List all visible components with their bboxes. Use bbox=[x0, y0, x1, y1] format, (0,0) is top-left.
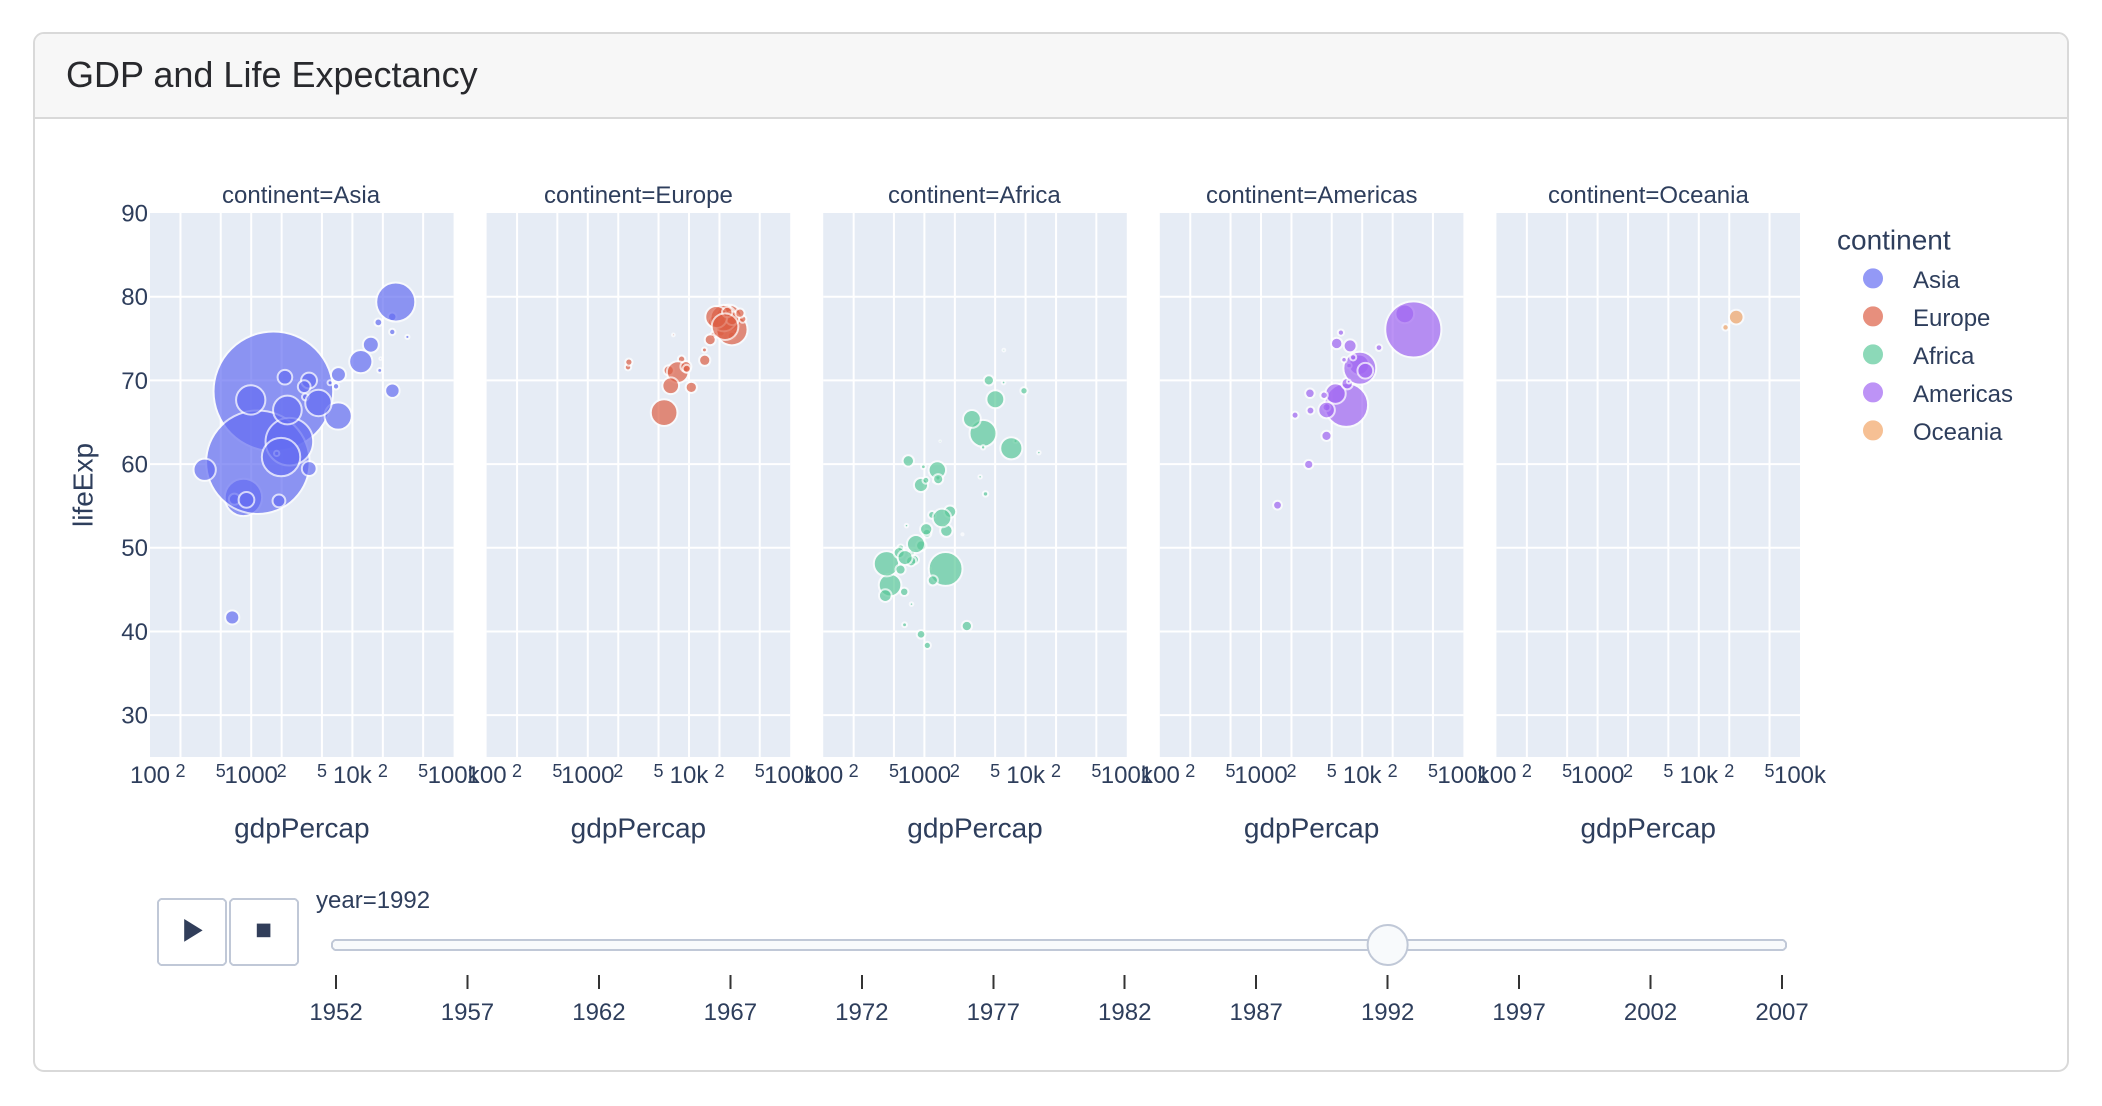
svg-text:1000: 1000 bbox=[561, 762, 614, 789]
svg-text:2: 2 bbox=[1724, 761, 1734, 781]
svg-text:100k: 100k bbox=[1437, 762, 1490, 789]
svg-text:continent=Oceania: continent=Oceania bbox=[1548, 182, 1749, 209]
svg-text:10k: 10k bbox=[1343, 762, 1383, 789]
svg-text:2: 2 bbox=[1522, 761, 1532, 781]
svg-text:10k: 10k bbox=[670, 762, 710, 789]
svg-text:2: 2 bbox=[1388, 761, 1398, 781]
svg-text:100k: 100k bbox=[764, 762, 817, 789]
svg-text:2: 2 bbox=[277, 761, 287, 781]
svg-text:1000: 1000 bbox=[1571, 762, 1624, 789]
svg-text:30: 30 bbox=[121, 703, 148, 730]
svg-text:continent=Asia: continent=Asia bbox=[222, 182, 381, 209]
svg-text:2: 2 bbox=[1286, 761, 1296, 781]
svg-text:100k: 100k bbox=[428, 762, 481, 789]
svg-text:2: 2 bbox=[613, 761, 623, 781]
svg-text:year=1992: year=1992 bbox=[316, 887, 430, 914]
svg-text:5: 5 bbox=[1091, 761, 1101, 781]
svg-text:5: 5 bbox=[1226, 761, 1236, 781]
svg-text:lifeExp: lifeExp bbox=[67, 443, 98, 527]
svg-text:2: 2 bbox=[175, 761, 185, 781]
svg-text:10k: 10k bbox=[1006, 762, 1046, 789]
svg-text:2: 2 bbox=[378, 761, 388, 781]
svg-text:2: 2 bbox=[849, 761, 859, 781]
svg-text:100: 100 bbox=[1476, 762, 1516, 789]
svg-text:5: 5 bbox=[317, 761, 327, 781]
svg-text:gdpPercap: gdpPercap bbox=[1580, 813, 1715, 844]
svg-text:60: 60 bbox=[121, 451, 148, 478]
svg-text:continent=Americas: continent=Americas bbox=[1206, 182, 1417, 209]
svg-text:100k: 100k bbox=[1774, 762, 1827, 789]
svg-text:2: 2 bbox=[1185, 761, 1195, 781]
svg-text:gdpPercap: gdpPercap bbox=[571, 813, 706, 844]
svg-text:continent: continent bbox=[1837, 224, 1951, 255]
svg-text:40: 40 bbox=[121, 619, 148, 646]
svg-text:gdpPercap: gdpPercap bbox=[1244, 813, 1379, 844]
svg-text:90: 90 bbox=[121, 200, 148, 227]
svg-text:1000: 1000 bbox=[1234, 762, 1287, 789]
svg-text:5: 5 bbox=[1327, 761, 1337, 781]
svg-text:100k: 100k bbox=[1101, 762, 1154, 789]
svg-text:80: 80 bbox=[121, 284, 148, 311]
svg-text:Africa: Africa bbox=[1913, 343, 1975, 370]
svg-text:10k: 10k bbox=[1679, 762, 1719, 789]
svg-text:10k: 10k bbox=[333, 762, 373, 789]
svg-text:5: 5 bbox=[1765, 761, 1775, 781]
svg-text:1000: 1000 bbox=[225, 762, 278, 789]
svg-text:5: 5 bbox=[755, 761, 765, 781]
svg-text:5: 5 bbox=[990, 761, 1000, 781]
svg-text:5: 5 bbox=[654, 761, 664, 781]
svg-text:5: 5 bbox=[889, 761, 899, 781]
svg-text:continent=Europe: continent=Europe bbox=[544, 182, 733, 209]
svg-text:2: 2 bbox=[1051, 761, 1061, 781]
svg-text:100: 100 bbox=[803, 762, 843, 789]
svg-text:100: 100 bbox=[130, 762, 170, 789]
svg-text:5: 5 bbox=[216, 761, 226, 781]
svg-text:2: 2 bbox=[714, 761, 724, 781]
svg-text:5: 5 bbox=[1663, 761, 1673, 781]
svg-text:2: 2 bbox=[512, 761, 522, 781]
svg-text:2: 2 bbox=[1623, 761, 1633, 781]
svg-text:gdpPercap: gdpPercap bbox=[234, 813, 369, 844]
svg-text:Asia: Asia bbox=[1913, 267, 1960, 294]
svg-text:100: 100 bbox=[1140, 762, 1180, 789]
svg-text:2: 2 bbox=[950, 761, 960, 781]
svg-text:70: 70 bbox=[121, 368, 148, 395]
svg-text:Oceania: Oceania bbox=[1913, 419, 2003, 446]
svg-text:gdpPercap: gdpPercap bbox=[907, 813, 1042, 844]
svg-text:1000: 1000 bbox=[898, 762, 951, 789]
svg-text:5: 5 bbox=[1562, 761, 1572, 781]
svg-text:5: 5 bbox=[418, 761, 428, 781]
svg-text:50: 50 bbox=[121, 535, 148, 562]
svg-text:100: 100 bbox=[467, 762, 507, 789]
svg-text:continent=Africa: continent=Africa bbox=[888, 182, 1061, 209]
svg-text:Europe: Europe bbox=[1913, 305, 1990, 332]
svg-text:5: 5 bbox=[552, 761, 562, 781]
svg-text:5: 5 bbox=[1428, 761, 1438, 781]
svg-text:Americas: Americas bbox=[1913, 381, 2013, 408]
